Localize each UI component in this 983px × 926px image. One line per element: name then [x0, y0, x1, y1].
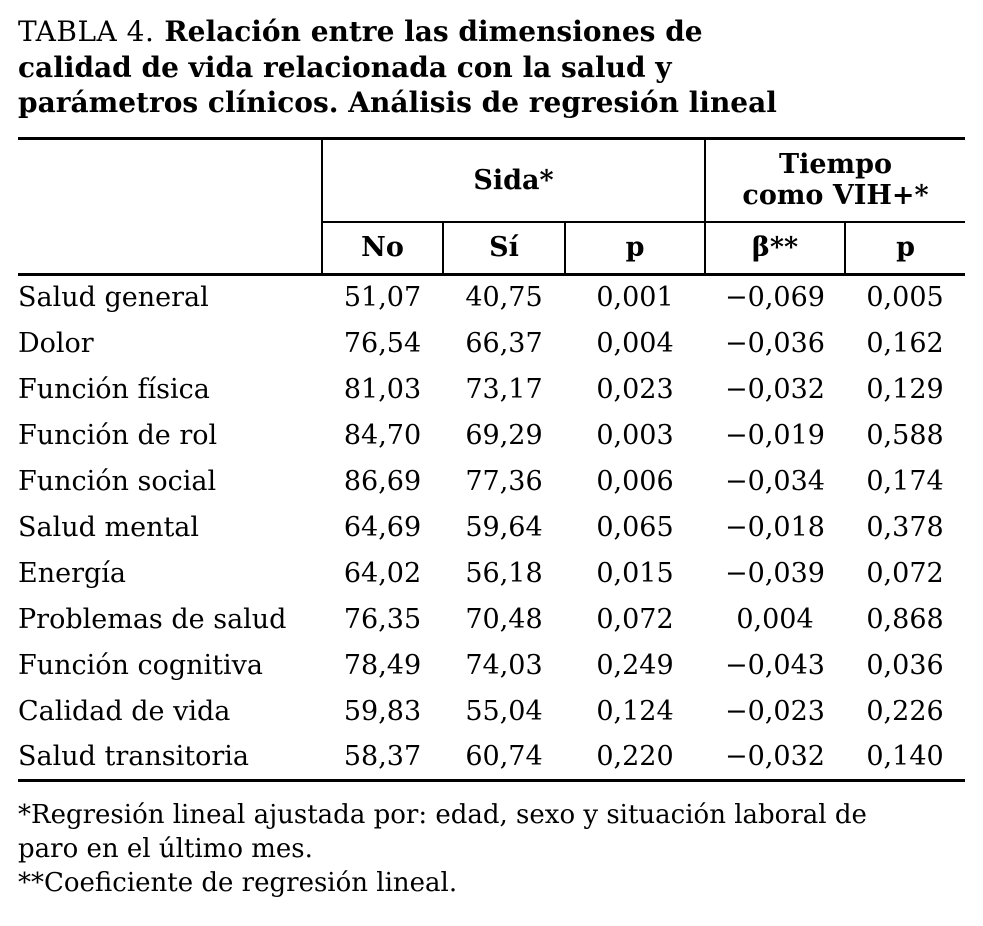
row-label: Función cognitiva — [18, 649, 264, 681]
cell-value: 0,004 — [736, 603, 814, 635]
cell-value: 0,015 — [596, 557, 674, 589]
cell-value: 0,378 — [866, 511, 944, 543]
cell-value: 0,868 — [866, 603, 944, 635]
cell-value: 66,37 — [465, 327, 543, 359]
row-label: Salud transitoria — [18, 734, 322, 782]
cell-value: 76,54 — [343, 327, 422, 359]
footnotes: *Regresión lineal ajustada por: edad, se… — [18, 798, 918, 901]
cell-value: 0,036 — [866, 649, 944, 681]
cell-value: 64,69 — [343, 511, 422, 543]
cell-value: 51,07 — [343, 282, 422, 314]
cell-value: 81,03 — [343, 373, 422, 405]
cell-value: 59,83 — [343, 695, 422, 727]
cell-value: 0,006 — [596, 465, 674, 497]
table-row: Problemas de salud 76,35 70,48 0,072 0,0… — [18, 596, 965, 642]
col-header-p-sida: p — [563, 222, 706, 276]
col-header-si: Sí — [442, 222, 565, 276]
cell-value: 0,226 — [866, 695, 944, 727]
cell-value: 73,17 — [465, 373, 543, 405]
cell-value: −0,039 — [725, 557, 825, 589]
cell-value: −0,032 — [705, 734, 846, 782]
cell-value: 69,29 — [465, 419, 543, 451]
cell-value: 0,140 — [845, 734, 966, 782]
cell-value: 76,35 — [343, 603, 422, 635]
col-header-no: No — [321, 222, 443, 276]
cell-value: 0,174 — [866, 465, 944, 497]
table-row: Función física 81,03 73,17 0,023 −0,032 … — [18, 366, 965, 412]
cell-value: −0,069 — [725, 282, 825, 314]
table-title-text: Relación entre las dimensiones de calida… — [18, 15, 777, 120]
cell-value: 74,03 — [465, 649, 543, 681]
cell-value: −0,036 — [725, 327, 825, 359]
cell-value: 0,004 — [596, 327, 674, 359]
table-row: Función de rol 84,70 69,29 0,003 −0,019 … — [18, 412, 965, 458]
cell-value: 0,220 — [565, 734, 706, 782]
cell-value: 78,49 — [343, 649, 422, 681]
table-row: Salud mental 64,69 59,64 0,065 −0,018 0,… — [18, 504, 965, 550]
row-label: Dolor — [18, 327, 94, 359]
table-row: Salud general 51,07 40,75 0,001 −0,069 0… — [18, 274, 965, 320]
cell-value: −0,023 — [725, 695, 825, 727]
cell-value: 0,065 — [596, 511, 674, 543]
col-header-beta: β** — [704, 222, 846, 276]
cell-value: 0,249 — [596, 649, 674, 681]
table-title: TABLA 4. Relación entre las dimensiones d… — [18, 14, 778, 121]
regression-table: Sida* Tiempo como VIH+* No Sí p β** p Sa… — [18, 136, 966, 782]
table-row: Calidad de vida 59,83 55,04 0,124 −0,023… — [18, 688, 965, 734]
table-title-tag: TABLA 4. — [18, 15, 155, 48]
row-label: Energía — [18, 557, 126, 589]
cell-value: 56,18 — [465, 557, 543, 589]
cell-value: 0,023 — [596, 373, 674, 405]
cell-value: 86,69 — [343, 465, 422, 497]
empty-corner-cell — [18, 138, 322, 222]
table-row: Función social 86,69 77,36 0,006 −0,034 … — [18, 458, 965, 504]
cell-value: 59,64 — [465, 511, 543, 543]
cell-value: 55,04 — [465, 695, 543, 727]
cell-value: 0,124 — [596, 695, 674, 727]
cell-value: 64,02 — [343, 557, 422, 589]
footnote-regression-adjusted: *Regresión lineal ajustada por: edad, se… — [18, 799, 867, 864]
row-label: Salud mental — [18, 511, 200, 543]
page: TABLA 4. Relación entre las dimensiones d… — [18, 14, 966, 901]
cell-value: −0,018 — [725, 511, 825, 543]
table-row: Dolor 76,54 66,37 0,004 −0,036 0,162 — [18, 320, 965, 366]
cell-value: 0,162 — [866, 327, 944, 359]
row-label: Función social — [18, 465, 217, 497]
footnote-regression-coefficient: **Coeficiente de regresión lineal. — [18, 868, 458, 899]
table-row: Energía 64,02 56,18 0,015 −0,039 0,072 — [18, 550, 965, 596]
cell-value: 0,072 — [596, 603, 674, 635]
cell-value: 0,003 — [596, 419, 674, 451]
row-label: Función de rol — [18, 419, 218, 451]
row-label: Función física — [18, 373, 210, 405]
cell-value: −0,043 — [725, 649, 825, 681]
cell-value: 40,75 — [465, 282, 543, 314]
cell-value: −0,032 — [725, 373, 825, 405]
cell-value: 0,001 — [596, 282, 674, 314]
cell-value: 0,072 — [866, 557, 944, 589]
group-header-row: Sida* Tiempo como VIH+* — [18, 138, 966, 224]
cell-value: 0,005 — [866, 282, 944, 314]
cell-value: 0,129 — [866, 373, 944, 405]
empty-corner-cell — [18, 222, 322, 276]
group-header-sida: Sida* — [320, 138, 707, 224]
cell-value: 58,37 — [322, 734, 443, 782]
cell-value: 60,74 — [443, 734, 565, 782]
col-header-p-tiempo: p — [844, 222, 966, 276]
cell-value: 84,70 — [343, 419, 422, 451]
column-header-row: No Sí p β** p — [18, 222, 966, 276]
row-label: Calidad de vida — [18, 695, 231, 727]
cell-value: −0,019 — [725, 419, 825, 451]
cell-value: 0,588 — [866, 419, 944, 451]
row-label: Problemas de salud — [18, 603, 287, 635]
table-row: Función cognitiva 78,49 74,03 0,249 −0,0… — [18, 642, 965, 688]
group-header-tiempo-vih: Tiempo como VIH+* — [705, 138, 966, 224]
cell-value: 77,36 — [465, 465, 543, 497]
cell-value: −0,034 — [725, 465, 825, 497]
table-row: Salud transitoria 58,37 60,74 0,220 −0,0… — [18, 734, 966, 782]
cell-value: 70,48 — [465, 603, 543, 635]
row-label: Salud general — [18, 282, 209, 314]
